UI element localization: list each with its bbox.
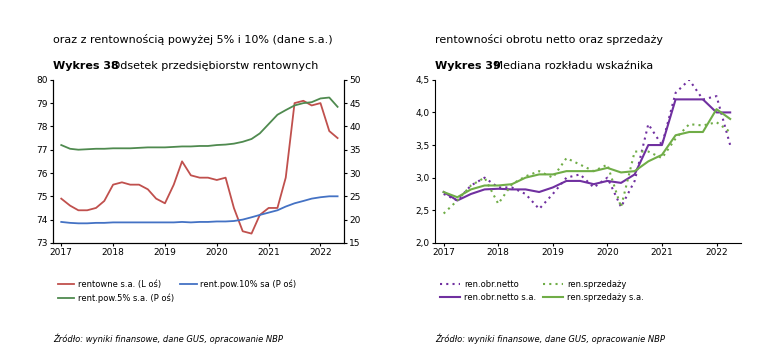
Text: Źródło: wyniki finansowe, dane GUS, opracowanie NBP: Źródło: wyniki finansowe, dane GUS, opra… bbox=[53, 333, 283, 344]
Legend: ren.obr.netto, ren.obr.netto s.a., ren.sprzedaży, ren.sprzedaży s.a.: ren.obr.netto, ren.obr.netto s.a., ren.s… bbox=[439, 280, 643, 302]
Text: Mediana rozkładu wskaźnika: Mediana rozkładu wskaźnika bbox=[490, 61, 654, 71]
Text: oraz z rentownością powyżej 5% i 10% (dane s.a.): oraz z rentownością powyżej 5% i 10% (da… bbox=[53, 34, 333, 45]
Text: Wykres 38: Wykres 38 bbox=[53, 61, 119, 71]
Text: rentowności obrotu netto oraz sprzedaży: rentowności obrotu netto oraz sprzedaży bbox=[435, 34, 663, 45]
Legend: rentowne s.a. (L oś), rent.pow.5% s.a. (P oś), rent.pow.10% sa (P oś): rentowne s.a. (L oś), rent.pow.5% s.a. (… bbox=[57, 280, 296, 303]
Text: Odsetek przedsiębiorstw rentownych: Odsetek przedsiębiorstw rentownych bbox=[108, 61, 319, 71]
Text: Wykres 39: Wykres 39 bbox=[435, 61, 501, 71]
Text: Źródło: wyniki finansowe, dane GUS, opracowanie NBP: Źródło: wyniki finansowe, dane GUS, opra… bbox=[435, 333, 665, 344]
